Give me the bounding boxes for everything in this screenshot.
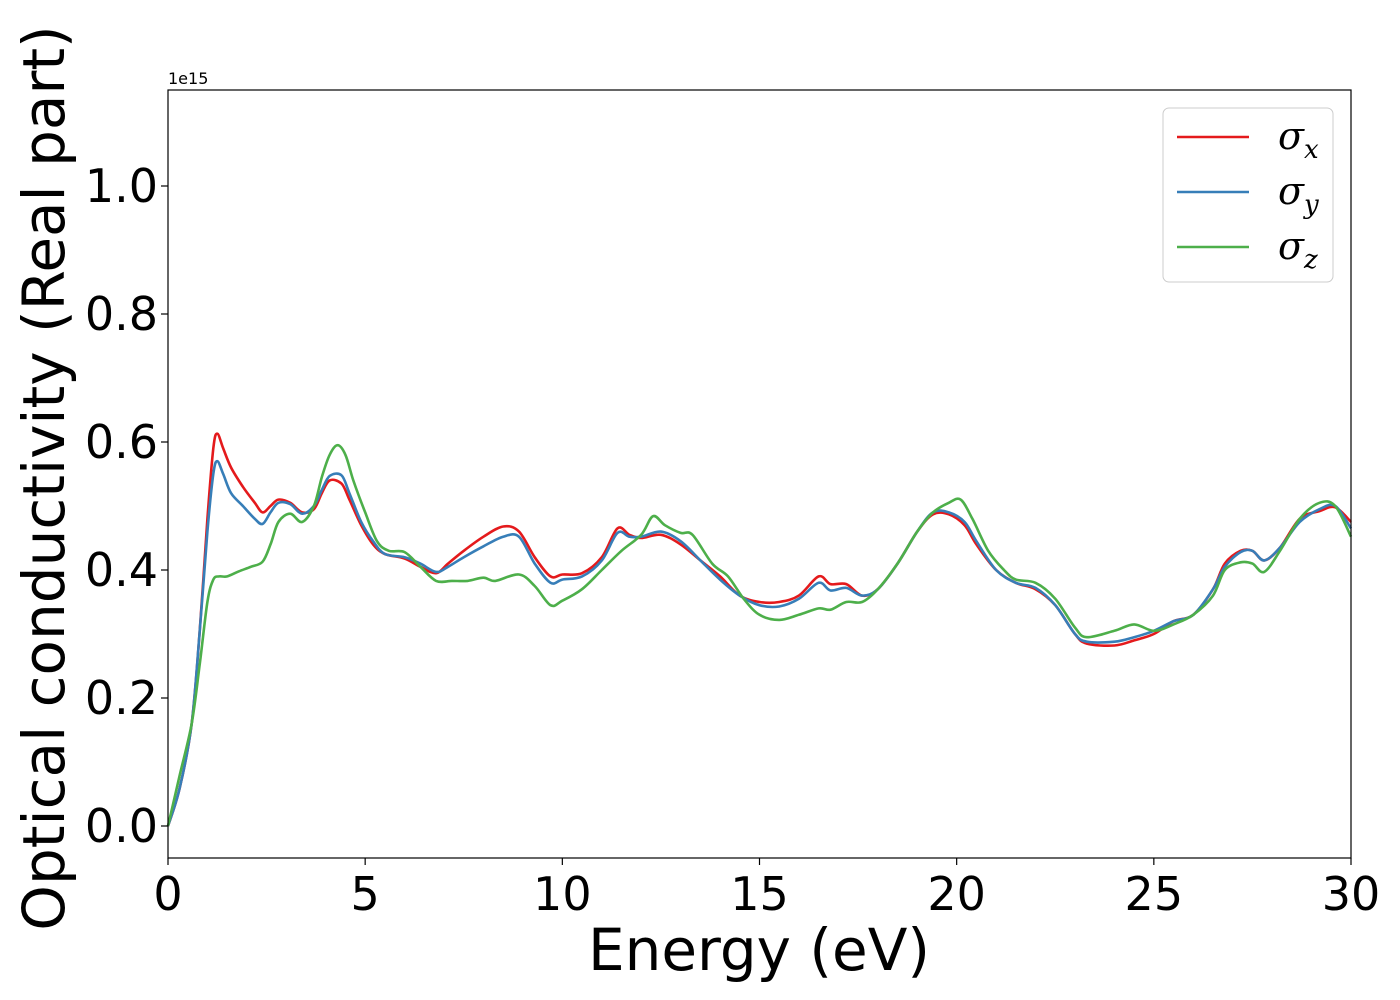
y-tick-label: 0.6 (85, 415, 158, 469)
series-line-sigma-y (166, 459, 1353, 827)
x-tick-label: 20 (927, 867, 986, 921)
legend-label-sigma-z: σz (1278, 224, 1318, 275)
legend-label-sigma-y: σy (1278, 169, 1319, 220)
y-tick-label: 1.0 (85, 159, 158, 213)
legend-label-sigma-x: σx (1278, 114, 1319, 165)
series-layer (166, 432, 1353, 827)
x-tick-label: 15 (730, 867, 789, 921)
series-line-sigma-z (166, 443, 1353, 827)
y-tick-label: 0.0 (85, 799, 158, 853)
x-tick-label: 25 (1125, 867, 1184, 921)
plot-background (168, 90, 1351, 858)
x-axis-ticks: 0 5 10 15 20 25 30 (153, 858, 1380, 921)
y-axis-ticks: 0.0 0.2 0.4 0.6 0.8 1.0 (85, 159, 168, 853)
x-axis-label: Energy (eV) (588, 916, 930, 984)
x-tick-label: 10 (533, 867, 592, 921)
x-tick-label: 5 (351, 867, 380, 921)
legend-box (1162, 107, 1334, 283)
y-tick-label: 0.2 (85, 671, 158, 725)
series-line-sigma-x (166, 432, 1352, 827)
x-tick-label: 30 (1322, 867, 1381, 921)
y-axis-label: Optical conductivity (Real part) (10, 25, 78, 930)
x-tick-label: 0 (153, 867, 182, 921)
y-tick-label: 0.8 (85, 287, 158, 341)
y-tick-label: 0.4 (85, 543, 158, 597)
y-offset-text: 1e15 (168, 69, 208, 88)
